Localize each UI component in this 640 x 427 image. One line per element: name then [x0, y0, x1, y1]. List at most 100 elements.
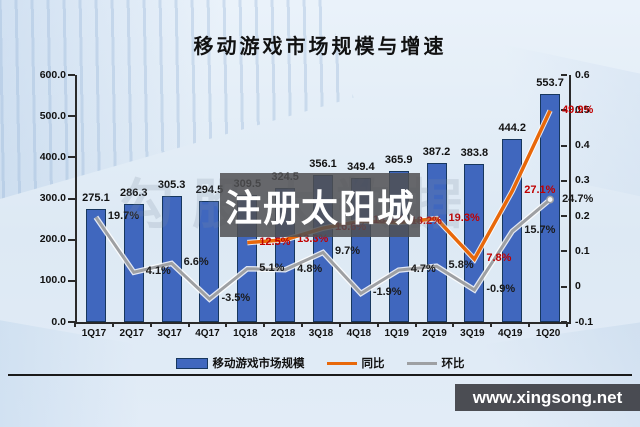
x-axis-tick — [528, 322, 531, 327]
bar-value-label: 305.3 — [157, 179, 186, 192]
point-label-环比: 5.8% — [448, 259, 474, 272]
legend-item: 环比 — [406, 355, 465, 371]
bar-value-label: 387.2 — [422, 145, 451, 158]
point-label-环比: 4.1% — [145, 265, 171, 278]
x-axis-tick-label: 1Q19 — [384, 328, 409, 339]
left-axis-tick — [68, 238, 75, 241]
left-axis-tick-label: 600.0 — [39, 68, 66, 81]
point-label-同比: 12.5% — [259, 235, 291, 248]
footer-watermark-box: www.xingsong.net — [455, 384, 640, 411]
point-label-环比: 19.7% — [107, 210, 140, 223]
right-axis-tick-label: 0.2 — [575, 209, 590, 222]
bar-value-label: 365.9 — [384, 154, 413, 167]
x-axis-tick-label: 4Q19 — [497, 328, 523, 339]
point-label-环比: -3.5% — [221, 292, 251, 305]
left-axis-tick-label: 400.0 — [39, 150, 66, 163]
left-axis-tick — [68, 321, 75, 323]
bar-value-label: 553.7 — [536, 77, 564, 90]
point-label-环比: 5.1% — [259, 261, 285, 274]
left-axis-tick — [68, 115, 75, 118]
point-label-环比: -0.9% — [486, 282, 516, 295]
center-watermark-text: 注册太阳城 — [225, 188, 415, 229]
x-axis-tick — [414, 322, 417, 327]
left-axis-tick — [68, 197, 75, 200]
x-axis-tick-label: 2Q18 — [270, 328, 296, 339]
right-axis-tick — [561, 109, 567, 112]
x-axis-tick-label: 1Q17 — [81, 328, 107, 339]
left-axis-tick — [68, 279, 75, 282]
bar-value-label: 444.2 — [498, 122, 526, 135]
footer-divider — [8, 374, 632, 376]
plot-area: 275.1286.3305.3294.5309.5324.5356.1349.4… — [75, 75, 593, 324]
bar — [85, 208, 106, 322]
x-axis-tick — [490, 322, 493, 327]
right-axis-tick — [561, 144, 567, 147]
x-axis-tick — [338, 322, 341, 327]
x-axis-tick — [149, 322, 152, 327]
point-labels-layer: 12.5%13.3%16.6%18.6%18.2%19.3%7.8%27.1%4… — [77, 75, 593, 322]
line-环比 — [94, 198, 552, 302]
right-axis-tick-label: 0.5 — [575, 103, 590, 116]
right-axis-tick-label: 0.1 — [575, 244, 590, 257]
right-axis-tick — [561, 285, 567, 288]
left-axis-tick-label: 300.0 — [39, 192, 66, 204]
legend: 移动游戏市场规模 同比 环比 — [0, 355, 640, 371]
right-axis-tick — [561, 215, 567, 218]
legend-line-swatch — [406, 361, 437, 365]
bar-value-label: 349.4 — [347, 161, 375, 174]
x-axis-tick — [187, 322, 190, 327]
x-axis-tick — [263, 322, 266, 327]
legend-label: 移动游戏市场规模 — [212, 358, 305, 370]
right-axis-tick-label: -0.1 — [575, 315, 594, 328]
bar — [161, 196, 182, 322]
right-axis-tick-label: 0.6 — [575, 68, 590, 81]
bar-value-label: 275.1 — [82, 191, 110, 204]
legend-label: 同比 — [361, 358, 385, 370]
x-axis-tick — [452, 322, 455, 327]
legend-bar-swatch — [175, 357, 208, 369]
left-axis-tick-label: 500.0 — [39, 109, 66, 122]
legend-item: 移动游戏市场规模 — [175, 355, 305, 371]
right-axis-tick — [561, 74, 567, 76]
right-axis-tick — [561, 250, 567, 253]
chart-title: 移动游戏市场规模与增速 — [193, 36, 447, 58]
center-watermark-box: 注册太阳城 — [220, 173, 420, 237]
legend-label: 环比 — [441, 358, 465, 370]
legend-line-swatch — [326, 361, 357, 365]
x-axis-tick — [376, 322, 379, 327]
point-label-环比: 15.7% — [524, 224, 556, 237]
right-axis-tick-label: 0 — [575, 280, 581, 293]
point-label-环比: 9.7% — [335, 245, 361, 258]
bar-value-label: 356.1 — [309, 158, 337, 171]
x-axis-tick-label: 1Q18 — [233, 328, 258, 339]
legend-item: 同比 — [326, 355, 385, 371]
point-label-环比: -1.9% — [372, 286, 402, 299]
left-axis-tick — [68, 74, 75, 76]
x-axis-tick — [225, 322, 228, 327]
point-label-环比: 4.7% — [410, 263, 436, 276]
x-axis-tick-label: 4Q17 — [195, 328, 220, 339]
right-axis-tick-label: 0.3 — [575, 174, 590, 187]
point-label-环比: 24.7% — [562, 192, 594, 205]
bar-value-label: 294.5 — [195, 183, 224, 196]
left-axis-tick-label: 100.0 — [39, 274, 66, 287]
point-label-同比: 19.3% — [448, 211, 480, 224]
line-end-marker — [546, 195, 555, 204]
right-axis-tick-label: 0.4 — [575, 139, 590, 152]
right-axis-tick — [561, 179, 567, 182]
left-axis-tick-label: 0.0 — [51, 315, 66, 328]
x-axis-tick — [111, 322, 114, 327]
x-axis-tick — [566, 322, 568, 327]
x-axis-tick — [301, 322, 304, 327]
x-axis-tick-label: 4Q18 — [346, 328, 372, 339]
point-label-环比: 4.8% — [297, 262, 323, 275]
x-axis-tick-label: 3Q19 — [460, 328, 485, 339]
x-axis-tick-label: 3Q18 — [308, 328, 334, 339]
point-label-同比: 49.9% — [562, 103, 594, 116]
point-label-同比: 27.1% — [524, 184, 556, 197]
x-axis-tick-label: 2Q19 — [422, 328, 447, 339]
footer-watermark-text: www.xingsong.net — [472, 387, 623, 407]
bar-value-label: 286.3 — [120, 187, 148, 200]
point-label-同比: 7.8% — [486, 252, 512, 265]
